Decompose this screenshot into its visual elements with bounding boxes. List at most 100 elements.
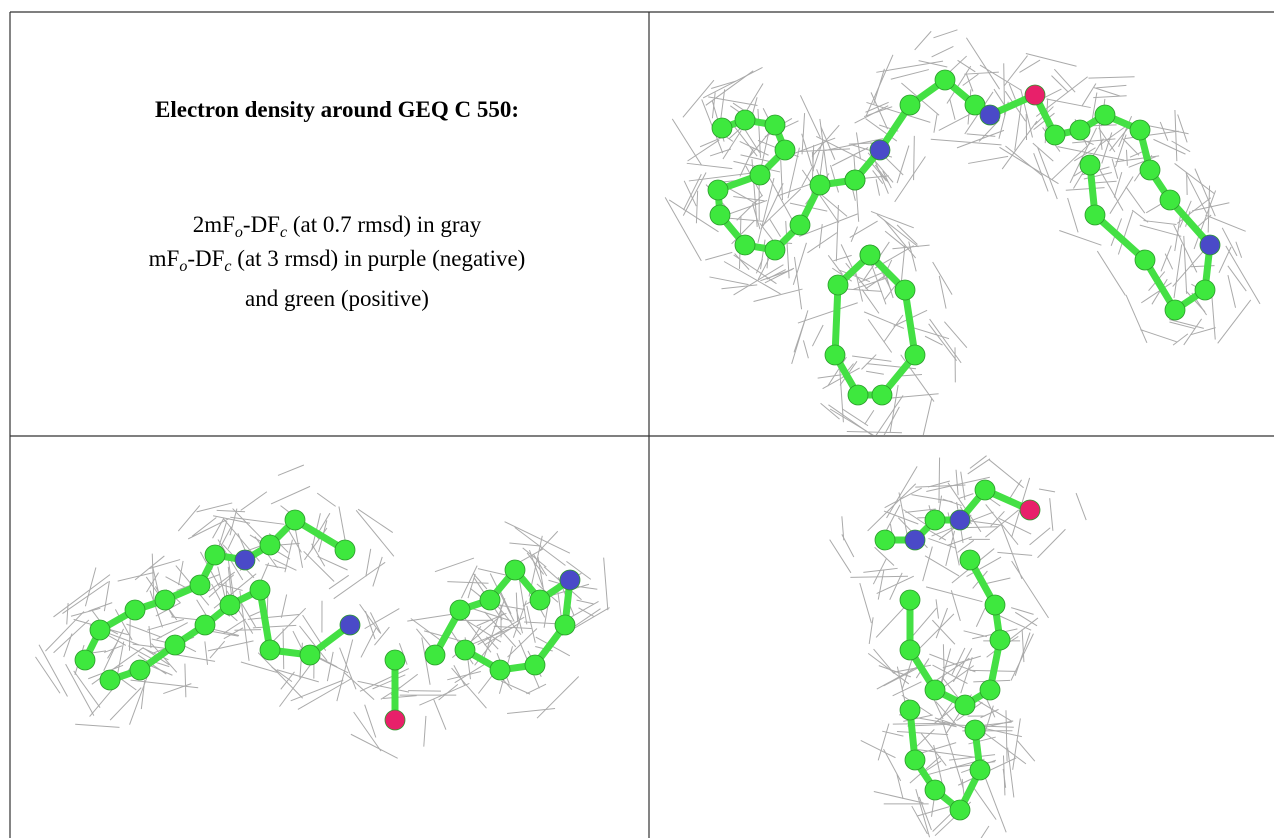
- atom: [1045, 125, 1065, 145]
- atom: [555, 615, 575, 635]
- mesh: [976, 700, 1012, 722]
- mesh: [961, 472, 965, 500]
- mesh: [850, 576, 908, 577]
- mesh: [876, 606, 905, 637]
- mesh: [1030, 528, 1051, 545]
- mesh: [925, 556, 959, 576]
- caption: 2mFo-DFc (at 0.7 rmsd) in graymFo-DFc (a…: [149, 212, 526, 311]
- mesh: [721, 285, 757, 289]
- panel-title: Electron density around GEQ C 550:: [155, 97, 519, 122]
- atom: [870, 140, 890, 160]
- mesh: [929, 324, 957, 361]
- mesh: [217, 510, 245, 511]
- atom: [875, 530, 895, 550]
- mesh: [831, 165, 839, 192]
- mesh: [1178, 114, 1187, 142]
- atom: [1160, 190, 1180, 210]
- mesh: [373, 557, 382, 587]
- atom: [710, 205, 730, 225]
- mesh: [1226, 246, 1260, 304]
- mesh: [956, 470, 958, 495]
- atom: [990, 630, 1010, 650]
- mesh: [710, 149, 731, 156]
- mesh: [133, 644, 168, 648]
- mesh: [434, 699, 446, 729]
- atom: [775, 140, 795, 160]
- mesh: [828, 255, 842, 274]
- mesh: [53, 575, 110, 617]
- atom: [425, 645, 445, 665]
- mesh: [188, 518, 229, 538]
- mesh: [1173, 334, 1188, 345]
- mesh: [291, 680, 344, 701]
- caption-line: and green (positive): [245, 286, 429, 311]
- atom: [905, 530, 925, 550]
- atom: [872, 385, 892, 405]
- mesh: [501, 681, 530, 694]
- atom: [845, 170, 865, 190]
- subscript: o: [179, 258, 187, 275]
- atom: [900, 640, 920, 660]
- mesh: [248, 615, 299, 620]
- atom: [75, 650, 95, 670]
- atom: [765, 115, 785, 135]
- mesh: [966, 38, 999, 89]
- mesh: [763, 183, 783, 226]
- atom: [385, 650, 405, 670]
- mesh: [129, 615, 130, 651]
- subscript: c: [280, 224, 287, 241]
- mesh: [812, 125, 839, 156]
- mesh: [35, 657, 60, 693]
- atom: [860, 245, 880, 265]
- atom: [455, 640, 475, 660]
- mesh: [1143, 221, 1176, 225]
- atom: [1130, 120, 1150, 140]
- mesh: [447, 582, 488, 584]
- mesh: [860, 583, 872, 623]
- atom: [490, 660, 510, 680]
- atom: [790, 215, 810, 235]
- mesh: [709, 277, 748, 285]
- mesh: [974, 826, 988, 838]
- mesh: [964, 631, 987, 637]
- mesh: [447, 671, 481, 679]
- mesh: [1008, 748, 1014, 798]
- atom: [1070, 120, 1090, 140]
- mesh: [893, 682, 922, 696]
- atom: [708, 180, 728, 200]
- mesh: [241, 492, 267, 511]
- mesh: [758, 178, 774, 243]
- mesh: [672, 119, 701, 166]
- mesh: [683, 80, 714, 117]
- mesh: [876, 179, 879, 195]
- mesh: [1088, 77, 1134, 78]
- mesh: [1115, 135, 1126, 167]
- mesh: [949, 755, 995, 761]
- mesh: [383, 696, 417, 699]
- mesh: [1017, 741, 1034, 762]
- mesh: [1038, 529, 1066, 557]
- atom: [505, 560, 525, 580]
- atom: [90, 620, 110, 640]
- mesh: [1126, 150, 1127, 166]
- mesh: [298, 678, 352, 709]
- mesh: [897, 731, 948, 734]
- mesh: [1161, 246, 1171, 272]
- atom: [905, 345, 925, 365]
- mesh: [295, 525, 303, 568]
- mesh: [317, 493, 335, 506]
- atom: [735, 235, 755, 255]
- mesh: [104, 581, 109, 611]
- mesh: [915, 31, 932, 50]
- caption-text: -DF: [187, 246, 224, 271]
- atom: [980, 105, 1000, 125]
- mesh: [884, 315, 903, 342]
- mesh: [1009, 480, 1021, 500]
- mesh: [327, 652, 333, 681]
- atom: [950, 800, 970, 820]
- atom: [235, 550, 255, 570]
- mesh: [868, 484, 916, 531]
- atom: [125, 600, 145, 620]
- mesh: [765, 268, 794, 283]
- mesh: [683, 173, 706, 216]
